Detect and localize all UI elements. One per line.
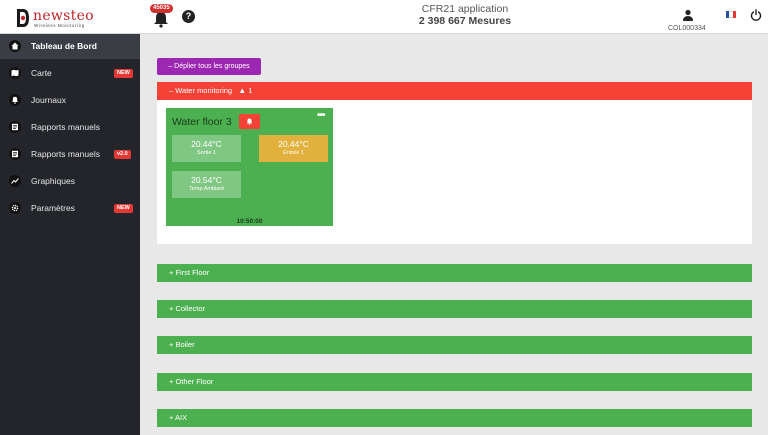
sidebar-item-carte[interactable]: Carte NEW bbox=[0, 61, 140, 86]
main-content: – Déplier tous les groupes – Water monit… bbox=[140, 34, 768, 435]
sidebar-item-graphiques[interactable]: Graphiques bbox=[0, 169, 140, 194]
tile-name: Temp Ambiant bbox=[189, 186, 224, 192]
group-label: + AIX bbox=[169, 413, 188, 422]
tile-value: 20.44°C bbox=[278, 139, 309, 149]
sidebar-item-label: Carte bbox=[31, 68, 52, 78]
french-flag-icon[interactable] bbox=[726, 11, 736, 18]
user-icon bbox=[683, 9, 693, 21]
logo-mark-icon bbox=[17, 9, 29, 27]
sidebar-item-label: Tableau de Bord bbox=[31, 41, 97, 51]
group-label: + Other Floor bbox=[169, 377, 214, 386]
sidebar-item-label: Paramètres bbox=[31, 203, 75, 213]
card-menu-icon[interactable]: ••• bbox=[317, 110, 325, 121]
top-bar: newsteo Wireless Monitoring 45035 ? CFR2… bbox=[0, 0, 768, 34]
sidebar-item-parametres[interactable]: Paramètres NEW bbox=[0, 196, 140, 221]
sidebar-item-tableau-de-bord[interactable]: Tableau de Bord bbox=[0, 34, 140, 59]
sidebar-item-rapports-manuels-v2[interactable]: Rapports manuels v2.0 bbox=[0, 142, 140, 167]
group-header-water-monitoring[interactable]: – Water monitoring ▲ 1 bbox=[157, 82, 752, 100]
alarm-bell-icon bbox=[246, 118, 253, 125]
report-icon bbox=[9, 121, 21, 133]
chart-icon bbox=[9, 175, 21, 187]
sidebar-item-journaux[interactable]: Journaux bbox=[0, 88, 140, 113]
sidebar-item-label: Journaux bbox=[31, 95, 66, 105]
group-header-aix[interactable]: + AIX bbox=[157, 409, 752, 427]
bell-icon bbox=[9, 94, 21, 106]
sidebar-item-label: Rapports manuels bbox=[31, 122, 100, 132]
sidebar-item-rapports-manuels[interactable]: Rapports manuels bbox=[0, 115, 140, 140]
sensor-tile-temp-ambiant[interactable]: 20.54°C Temp Ambiant bbox=[172, 171, 241, 198]
group-header-collector[interactable]: + Collector bbox=[157, 300, 752, 318]
home-icon bbox=[9, 40, 21, 52]
new-badge: NEW bbox=[114, 69, 133, 78]
group-header-first-floor[interactable]: + First Floor bbox=[157, 264, 752, 282]
app-title: CFR21 application bbox=[421, 3, 509, 15]
map-icon bbox=[9, 67, 21, 79]
group-label: + First Floor bbox=[169, 268, 210, 277]
group-label: + Boiler bbox=[169, 340, 195, 349]
tile-value: 20.54°C bbox=[191, 175, 222, 185]
warning-icon: ▲ bbox=[238, 86, 247, 95]
expand-all-groups-button[interactable]: – Déplier tous les groupes bbox=[157, 58, 261, 75]
group-body-water-monitoring: Water floor 3 ••• 20.44°C Sortie 1 20.44… bbox=[157, 100, 752, 244]
gear-icon bbox=[9, 202, 21, 214]
sidebar: Tableau de Bord Carte NEW Journaux Rappo… bbox=[0, 34, 140, 435]
logo-text: newsteo bbox=[33, 8, 94, 24]
sensor-card[interactable]: Water floor 3 ••• 20.44°C Sortie 1 20.44… bbox=[166, 108, 333, 226]
user-code: COL000334 bbox=[668, 25, 706, 32]
notification-count-badge[interactable]: 45035 bbox=[150, 4, 173, 13]
logo-subtitle: Wireless Monitoring bbox=[34, 23, 85, 28]
alarm-button[interactable] bbox=[239, 114, 260, 129]
sensor-tile-entree[interactable]: 20.44°C Entrée 1 bbox=[259, 135, 328, 162]
group-label: + Collector bbox=[169, 304, 206, 313]
tile-name: Entrée 1 bbox=[283, 150, 304, 156]
notification-bell-icon[interactable] bbox=[152, 10, 170, 28]
sidebar-item-label: Graphiques bbox=[31, 176, 75, 186]
tile-name: Sortie 1 bbox=[197, 150, 216, 156]
card-timestamp: 10:50:00 bbox=[236, 218, 263, 225]
report-icon bbox=[9, 148, 21, 160]
version-badge: v2.0 bbox=[114, 150, 131, 159]
tile-value: 20.44°C bbox=[191, 139, 222, 149]
new-badge: NEW bbox=[114, 204, 133, 213]
group-label: – Water monitoring bbox=[169, 86, 233, 95]
newsteo-logo[interactable]: newsteo Wireless Monitoring bbox=[14, 7, 134, 29]
sensor-tile-sortie[interactable]: 20.44°C Sortie 1 bbox=[172, 135, 241, 162]
measures-count: 2 398 667 Mesures bbox=[418, 15, 512, 27]
card-title: Water floor 3 bbox=[172, 116, 232, 128]
help-icon[interactable]: ? bbox=[182, 10, 195, 23]
alert-count: 1 bbox=[248, 86, 253, 95]
group-header-other-floor[interactable]: + Other Floor bbox=[157, 373, 752, 391]
sidebar-item-label: Rapports manuels bbox=[31, 149, 100, 159]
power-icon[interactable] bbox=[750, 9, 762, 21]
group-header-boiler[interactable]: + Boiler bbox=[157, 336, 752, 354]
